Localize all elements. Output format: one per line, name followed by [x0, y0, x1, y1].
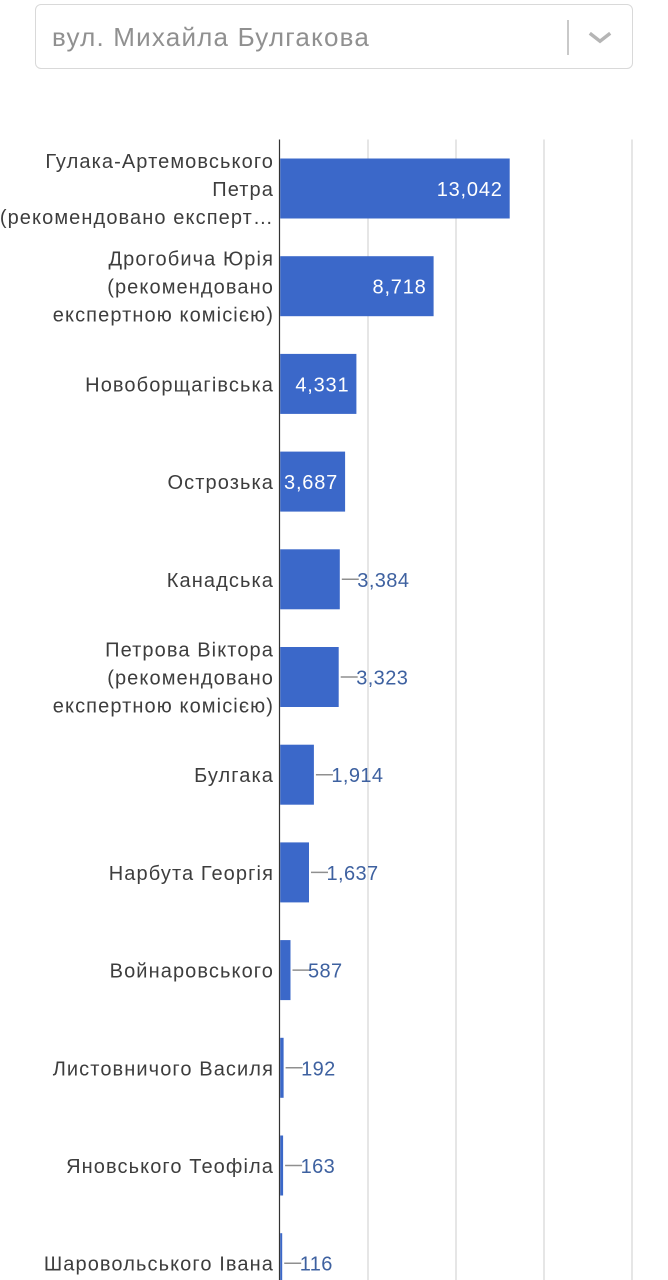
svg-text:(рекомендовано: (рекомендовано [107, 277, 274, 299]
svg-text:3,384: 3,384 [357, 570, 409, 592]
svg-text:8,718: 8,718 [373, 277, 427, 299]
svg-text:192: 192 [301, 1058, 336, 1080]
svg-text:Нарбута Георгія: Нарбута Георгія [109, 863, 274, 885]
svg-text:3,323: 3,323 [356, 668, 408, 690]
svg-text:(рекомендовано: (рекомендовано [107, 668, 274, 690]
svg-text:Канадська: Канадська [167, 570, 274, 592]
svg-text:Яновського Теофіла: Яновського Теофіла [66, 1156, 274, 1178]
svg-text:Острозька: Острозька [167, 472, 274, 494]
svg-text:Петра: Петра [212, 179, 274, 201]
svg-text:163: 163 [301, 1156, 336, 1178]
svg-text:Шаровольського Івана: Шаровольського Івана [44, 1254, 274, 1276]
svg-text:(рекомендовано експерт…: (рекомендовано експерт… [0, 207, 274, 229]
svg-text:1,637: 1,637 [327, 863, 379, 885]
svg-text:116: 116 [300, 1254, 333, 1276]
svg-text:3,687: 3,687 [284, 472, 338, 494]
svg-text:Листовничого Василя: Листовничого Василя [53, 1058, 274, 1080]
svg-text:Новоборщагівська: Новоборщагівська [85, 374, 274, 396]
svg-text:Войнаровського: Войнаровського [110, 961, 274, 983]
svg-text:1,914: 1,914 [331, 765, 383, 787]
svg-text:4,331: 4,331 [295, 374, 349, 396]
svg-text:Дрогобича Юрія: Дрогобича Юрія [109, 249, 275, 271]
svg-text:Петрова Віктора: Петрова Віктора [105, 640, 274, 662]
svg-text:Булгака: Булгака [194, 765, 274, 787]
svg-text:587: 587 [308, 961, 343, 983]
svg-text:Гулака-Артемовського: Гулака-Артемовського [45, 151, 274, 173]
svg-text:експертною комісією): експертною комісією) [53, 305, 274, 327]
svg-text:13,042: 13,042 [437, 179, 503, 201]
svg-text:експертною комісією): експертною комісією) [53, 696, 274, 718]
